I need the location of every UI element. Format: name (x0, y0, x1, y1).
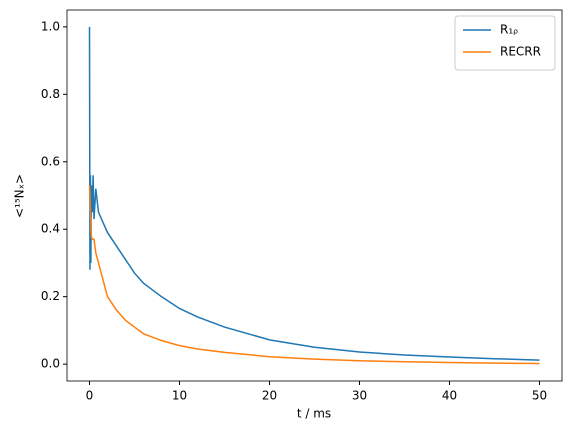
x-axis-label: t / ms (297, 407, 331, 421)
x-tick-label: 40 (442, 389, 457, 403)
y-tick-label: 0.0 (41, 357, 60, 371)
y-tick-label: 0.4 (41, 222, 60, 236)
x-tick-label: 30 (352, 389, 367, 403)
x-tick-label: 10 (172, 389, 187, 403)
x-tick-label: 50 (532, 389, 547, 403)
x-tick-label: 20 (262, 389, 277, 403)
y-tick-label: 1.0 (41, 19, 60, 33)
line-series (88, 26, 540, 361)
y-tick-label: 0.8 (41, 87, 60, 101)
y-tick-label: 0.6 (41, 154, 60, 168)
legend-label: RECRR (500, 45, 541, 59)
line-series (88, 185, 540, 365)
plot-frame (66, 9, 563, 382)
x-tick-label: 0 (86, 389, 94, 403)
legend-label: R₁ᵨ (500, 23, 518, 37)
y-tick-label: 0.2 (41, 289, 60, 303)
y-axis-label: <¹⁵Nₓ> (13, 174, 27, 218)
